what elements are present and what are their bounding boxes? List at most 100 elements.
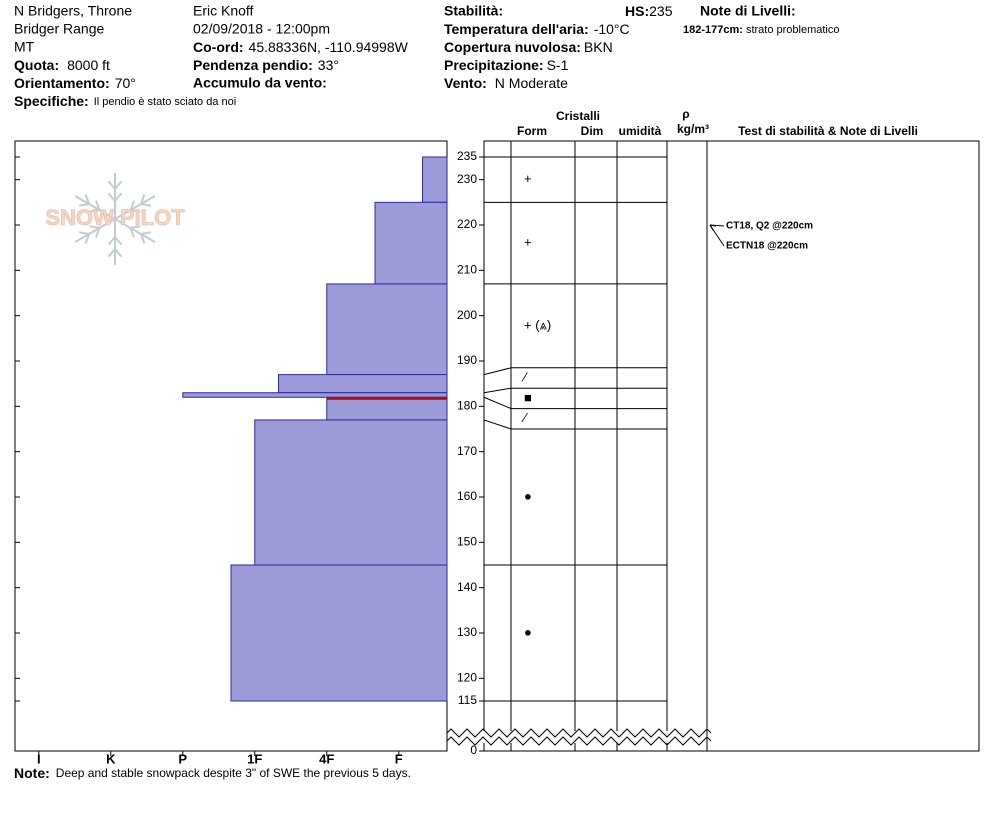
logo-flake — [130, 209, 141, 213]
note: Note: Deep and stable snowpack despite 3"… — [14, 765, 411, 781]
logo-flake — [140, 203, 152, 207]
col-tests: Test di stabilità & Note di Livelli — [738, 124, 918, 138]
logo-flake — [130, 225, 141, 229]
col-crystals: Cristalli — [556, 109, 600, 123]
logo: SNOW PILOT — [45, 205, 185, 230]
hardness-bar — [374, 201, 448, 285]
col-density-unit: kg/m³ — [677, 122, 709, 136]
y-tick-label: 170 — [457, 444, 477, 458]
x-tick-label: I — [37, 751, 41, 766]
logo-flake — [78, 203, 90, 207]
axis-break — [446, 728, 712, 738]
wind-loading: Accumulo da vento: — [193, 75, 327, 91]
y-tick-label: 220 — [457, 217, 477, 231]
x-tick-label: 4F — [319, 751, 334, 766]
location: N Bridgers, Throne — [14, 3, 132, 19]
axis-break — [446, 736, 712, 746]
value: -10°C — [594, 21, 630, 37]
value: 70° — [115, 75, 136, 91]
y-tick-label: 150 — [457, 535, 477, 549]
y-tick-label: 0 — [470, 743, 477, 757]
y-tick-label: 140 — [457, 580, 477, 594]
logo-flake — [89, 209, 100, 213]
grain-form: ⁄ — [521, 410, 528, 425]
slope: Pendenza pendio: 33° — [193, 57, 339, 73]
logo-flake — [107, 180, 116, 190]
hardness-bar — [254, 419, 448, 566]
label: Specifiche: — [14, 93, 89, 109]
logo-flake — [107, 248, 116, 258]
note-range: 182-177cm: — [683, 24, 743, 36]
label: Quota: — [14, 57, 59, 73]
label: Vento: — [444, 75, 487, 91]
grain-form: + (⩓) — [524, 317, 551, 332]
col-moisture: umidità — [619, 124, 662, 138]
logo-flake — [78, 231, 90, 235]
logo-flake — [95, 227, 101, 238]
value: Il pendio è stato sciato da noi — [94, 96, 236, 108]
precip: Precipitazione: S-1 — [444, 57, 569, 73]
x-tick-label: P — [178, 751, 187, 766]
x-tick-label: K — [106, 751, 116, 766]
label: Precipitazione: — [444, 57, 544, 73]
grain-form: ■ — [524, 390, 532, 405]
test-arrowhead — [709, 224, 717, 231]
grain-form: + — [524, 171, 532, 186]
hardness-bar — [278, 374, 448, 394]
air-temp: Temperatura dell'aria: -10°C — [444, 21, 630, 37]
layer-connector — [483, 396, 512, 410]
value: 235 — [649, 3, 673, 19]
layer-connector — [483, 387, 512, 394]
value: N Moderate — [495, 75, 568, 91]
hardness-bar — [230, 564, 448, 702]
label: Pendenza pendio: — [193, 57, 313, 73]
logo-flake — [114, 195, 156, 220]
grain-form: + — [524, 235, 532, 250]
layer-note: 182-177cm: strato problematico — [683, 24, 839, 36]
hardness-bar — [422, 156, 448, 203]
col-form: Form — [517, 124, 547, 138]
y-tick-label: 120 — [457, 671, 477, 685]
logo-flake — [114, 180, 123, 190]
observer: Eric Knoff — [193, 3, 254, 19]
value: 8000 ft — [67, 57, 110, 73]
label: Orientamento: — [14, 75, 110, 91]
label: Temperatura dell'aria: — [444, 21, 589, 37]
logo-flake — [74, 195, 116, 220]
stability: Stabilità: — [444, 3, 503, 19]
wind: Vento: N Moderate — [444, 75, 568, 91]
value: 33° — [318, 57, 339, 73]
layer-notes-title: Note di Livelli: — [700, 3, 796, 19]
sky: Copertura nuvolosa: BKN — [444, 39, 613, 55]
logo-flake — [95, 200, 101, 211]
table-frame — [483, 140, 980, 752]
logo-flake — [107, 236, 116, 246]
datetime: 02/09/2018 - 12:00pm — [193, 21, 330, 37]
logo-flake — [84, 194, 90, 205]
logo-flake — [129, 200, 135, 211]
logo-flake — [114, 236, 123, 246]
y-tick-label: 180 — [457, 399, 477, 413]
y-tick-label: 200 — [457, 308, 477, 322]
coords: Co-ord: 45.88336N, -110.94998W — [193, 39, 409, 55]
grain-form: ● — [524, 624, 532, 639]
col-size: Dim — [581, 124, 604, 138]
logo-flake — [107, 192, 116, 202]
range: Bridger Range — [14, 21, 104, 37]
y-tick-label: 210 — [457, 263, 477, 277]
logo-flake — [140, 194, 146, 205]
layer-connector — [483, 419, 512, 430]
test-label: CT18, Q2 @220cm — [726, 221, 813, 232]
hs: HS:235 — [625, 3, 673, 19]
value: BKN — [584, 39, 613, 55]
value: S-1 — [547, 57, 569, 73]
y-tick-label: 160 — [457, 489, 477, 503]
x-tick-label: 1F — [247, 751, 262, 766]
logo-flake — [140, 233, 146, 244]
state: MT — [14, 39, 35, 55]
x-tick-label: F — [395, 751, 403, 766]
note-text: strato problematico — [746, 24, 840, 36]
label: Note: — [14, 765, 50, 781]
logo-flake — [84, 233, 90, 244]
